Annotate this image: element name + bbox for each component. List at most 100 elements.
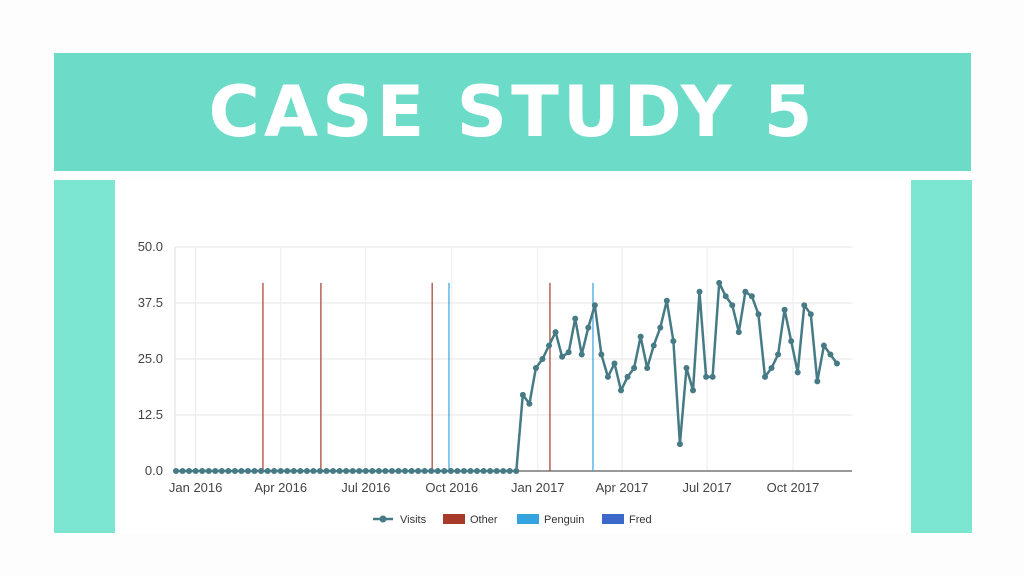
visits-data-point xyxy=(487,468,494,474)
visits-data-point xyxy=(833,360,840,367)
visits-data-point xyxy=(173,468,179,474)
visits-data-point xyxy=(506,468,513,474)
x-tick-label: Jan 2016 xyxy=(169,480,223,495)
visits-data-point xyxy=(716,279,723,286)
visits-data-point xyxy=(330,468,337,474)
visits-data-point xyxy=(343,468,350,474)
legend-label-penguin: Penguin xyxy=(544,514,584,526)
visits-data-point xyxy=(218,468,225,474)
legend-label-fred: Fred xyxy=(629,514,652,526)
visits-data-point xyxy=(690,387,697,394)
x-tick-label: Jul 2017 xyxy=(682,480,731,495)
visits-data-point xyxy=(362,468,369,474)
x-tick-label: Jan 2017 xyxy=(511,480,565,495)
y-tick-label: 50.0 xyxy=(138,239,163,254)
visits-data-point xyxy=(251,468,258,474)
visits-data-point xyxy=(454,468,461,474)
visits-data-point xyxy=(748,293,755,300)
visits-data-point xyxy=(467,468,474,474)
y-tick-label: 25.0 xyxy=(138,351,163,366)
visits-data-point xyxy=(513,468,520,474)
visits-data-point xyxy=(775,351,782,358)
legend-marker-visits xyxy=(379,515,387,523)
chart-panel: 0.0 12.5 25.0 37.5 50.0 Jan 2016 Apr 2016 Jul 2… xyxy=(115,180,911,533)
visits-data-point xyxy=(722,293,729,300)
y-tick-label: 12.5 xyxy=(138,407,163,422)
visits-data-point xyxy=(742,288,749,295)
visits-data-point xyxy=(807,311,814,318)
visits-data-point xyxy=(408,468,415,474)
visits-data-point xyxy=(663,297,670,304)
visits-data-point xyxy=(231,468,238,474)
visits-data-point xyxy=(683,364,690,371)
visits-data-point xyxy=(631,364,638,371)
visits-data-point xyxy=(493,468,500,474)
x-tick-label: Apr 2016 xyxy=(254,480,307,495)
legend-swatch-penguin xyxy=(517,514,539,524)
visits-data-point xyxy=(297,468,304,474)
visits-data-point xyxy=(611,360,618,367)
visits-data-point xyxy=(434,468,441,474)
visits-data-point xyxy=(729,302,736,309)
visits-data-point xyxy=(644,364,651,371)
visits-data-point xyxy=(336,468,343,474)
title-banner: Case Study 5 xyxy=(54,53,971,171)
visits-data-point xyxy=(657,324,664,331)
visits-data-point xyxy=(624,373,631,380)
visits-data-point xyxy=(519,391,526,398)
visits-data-point xyxy=(604,373,611,380)
visits-data-point xyxy=(310,468,317,474)
visits-data-point xyxy=(238,468,245,474)
visits-data-point xyxy=(820,342,827,349)
visits-data-point xyxy=(271,468,278,474)
visits-data-point xyxy=(205,468,212,474)
visits-data-point xyxy=(264,468,271,474)
visits-data-point xyxy=(179,468,186,474)
legend-swatch-other xyxy=(443,514,465,524)
legend-swatch-fred xyxy=(602,514,624,524)
visits-chart: 0.0 12.5 25.0 37.5 50.0 Jan 2016 Apr 2016 Jul 2… xyxy=(138,239,852,526)
visits-data-point xyxy=(277,468,284,474)
visits-data-point xyxy=(572,315,579,322)
visits-data-point xyxy=(585,324,592,331)
visits-data-point xyxy=(349,468,356,474)
visits-data-point xyxy=(369,468,376,474)
x-tick-label: Jul 2016 xyxy=(341,480,390,495)
visits-data-point xyxy=(212,468,219,474)
visits-data-point xyxy=(650,342,657,349)
visits-data-point xyxy=(284,468,291,474)
visits-data-point xyxy=(480,468,487,474)
visits-data-point xyxy=(788,338,795,345)
visits-data-point xyxy=(375,468,382,474)
x-tick-label: Oct 2016 xyxy=(425,480,478,495)
visits-data-point xyxy=(199,468,206,474)
visits-data-point xyxy=(415,468,422,474)
visits-data-point xyxy=(670,338,677,345)
visits-data-point xyxy=(637,333,644,340)
visits-data-point xyxy=(192,468,199,474)
left-accent-bar xyxy=(54,180,115,533)
visits-data-point xyxy=(441,468,448,474)
visits-data-point xyxy=(559,353,566,360)
visits-data-point xyxy=(474,468,481,474)
visits-data-point xyxy=(565,349,572,356)
visits-data-point xyxy=(290,468,297,474)
visits-data-point xyxy=(578,351,585,358)
visits-data-point xyxy=(696,288,703,295)
visits-data-point xyxy=(546,342,553,349)
visits-data-point xyxy=(323,468,330,474)
visits-data-point xyxy=(801,302,808,309)
visits-data-point xyxy=(303,468,310,474)
visits-data-point xyxy=(814,378,821,385)
visits-data-point xyxy=(709,373,716,380)
x-tick-label: Oct 2017 xyxy=(767,480,820,495)
visits-series-line xyxy=(176,281,839,473)
visits-data-point xyxy=(768,364,775,371)
visits-data-point xyxy=(460,468,467,474)
visits-data-point xyxy=(500,468,507,474)
visits-data-point xyxy=(755,311,762,318)
visits-data-point xyxy=(794,369,801,376)
visits-data-point xyxy=(526,400,533,407)
legend-label-other: Other xyxy=(470,514,498,526)
visits-data-point xyxy=(618,387,625,394)
